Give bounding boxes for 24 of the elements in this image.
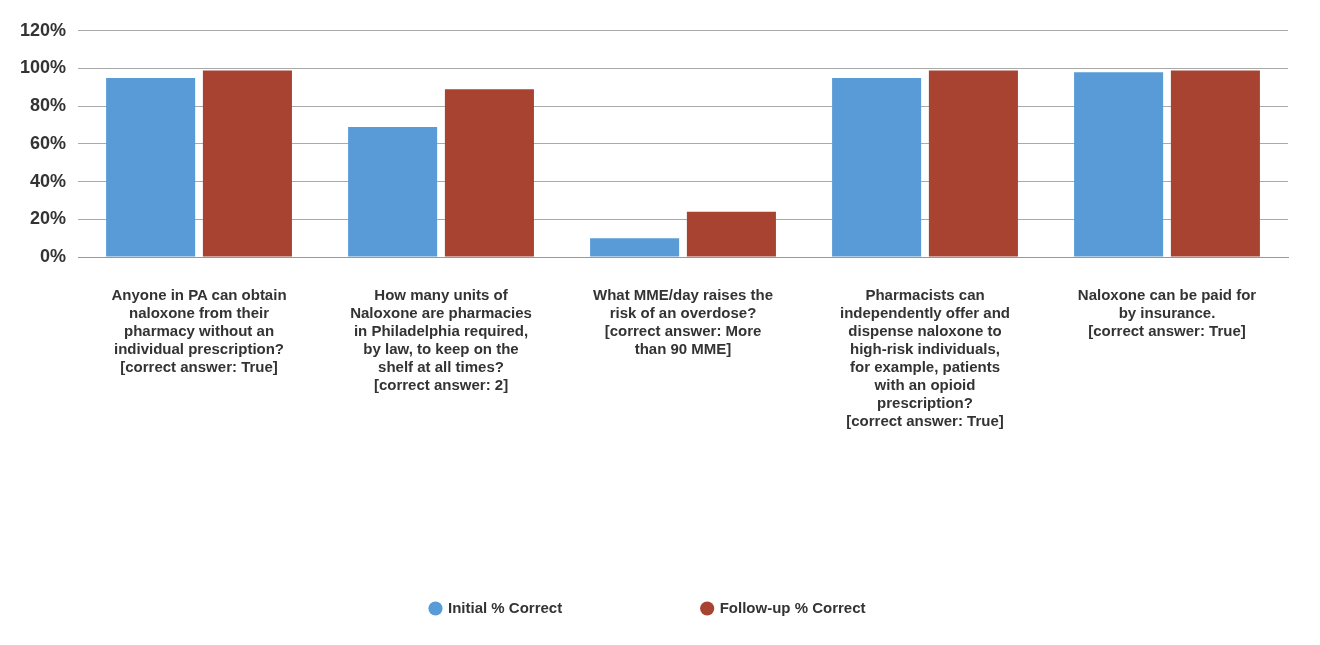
bar	[348, 126, 438, 257]
bar	[1170, 70, 1260, 257]
bar	[202, 70, 292, 257]
x-tick-label: Naloxone can be paid for by insurance. [correct answer: True]	[1077, 286, 1257, 340]
y-tick-label: 0%	[40, 245, 67, 266]
bar	[444, 89, 534, 257]
y-tick-label: 80%	[30, 95, 67, 116]
y-tick-label: 40%	[30, 170, 67, 191]
bar	[686, 211, 776, 257]
bar	[106, 77, 196, 257]
bar	[590, 238, 680, 257]
x-tick-label: What MME/day raises the risk of an overdose? [correct answer: More than 90 MME]	[593, 286, 774, 358]
y-tick-label: 100%	[19, 57, 67, 78]
x-tick-label: Anyone in PA can obtain naloxone from their pharmacy without an individual prescription? [correct answer: True]	[111, 286, 287, 376]
legend-label: Follow-up % Correct	[719, 598, 866, 616]
legend-label: Initial % Correct	[447, 598, 563, 616]
y-tick-label: 60%	[30, 132, 67, 153]
bar	[928, 70, 1018, 257]
x-tick-label: Pharmacists can independently offer and dispense naloxone to high-risk individuals, for example, patients with an opioid prescription? [correct answer: True]	[840, 286, 1011, 430]
y-tick-label: 120%	[19, 19, 67, 40]
y-tick-label: 20%	[30, 208, 67, 229]
bar	[832, 77, 922, 257]
x-tick-label: How many units of Naloxone are pharmacies in Philadelphia required, by law, to keep on the shelf at all times? [correct answer: 2]	[350, 286, 532, 394]
bar	[1074, 72, 1164, 257]
